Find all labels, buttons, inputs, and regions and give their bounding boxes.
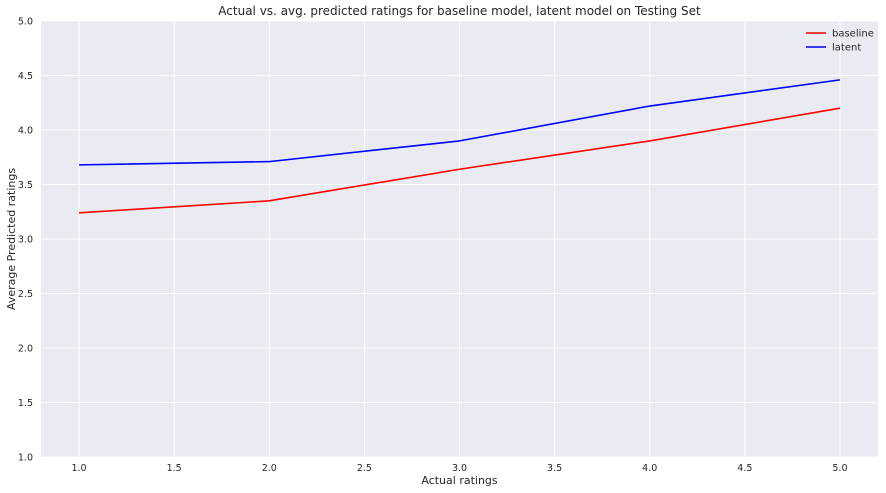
x-tick-label: 4.5 <box>737 463 752 474</box>
x-tick-label: 3.0 <box>452 463 467 474</box>
x-axis-label: Actual ratings <box>421 474 498 487</box>
x-tick-label: 2.0 <box>262 463 277 474</box>
series-lines <box>78 79 841 214</box>
y-tick-label: 4.0 <box>18 126 33 137</box>
legend: baseline latent <box>806 29 874 54</box>
x-tick-label: 2.5 <box>357 463 372 474</box>
series-line-latent <box>79 79 841 166</box>
series-line-baseline <box>78 107 841 214</box>
legend-label-baseline: baseline <box>832 29 874 40</box>
y-tick-label: 3.0 <box>18 235 33 246</box>
legend-label-latent: latent <box>832 43 861 54</box>
x-tick-label: 4.0 <box>642 463 657 474</box>
chart-title: Actual vs. avg. predicted ratings for ba… <box>218 4 701 18</box>
y-tick-label: 4.5 <box>18 71 33 82</box>
y-tick-labels: 1.0 1.5 2.0 2.5 3.0 3.5 4.0 4.5 5.0 <box>18 17 33 464</box>
x-tick-label: 3.5 <box>547 463 562 474</box>
y-tick-label: 2.0 <box>18 344 33 355</box>
y-axis-label: Average Predicted ratings <box>5 168 18 310</box>
x-tick-label: 1.5 <box>167 463 182 474</box>
x-tick-label: 1.0 <box>71 463 86 474</box>
x-tick-labels: 1.0 1.5 2.0 2.5 3.0 3.5 4.0 4.5 5.0 <box>71 463 847 474</box>
y-tick-label: 1.5 <box>18 398 33 409</box>
y-tick-label: 5.0 <box>18 17 33 28</box>
y-tick-label: 2.5 <box>18 289 33 300</box>
y-tick-label: 1.0 <box>18 453 33 464</box>
x-tick-label: 5.0 <box>832 463 847 474</box>
y-tick-label: 3.5 <box>18 180 33 191</box>
